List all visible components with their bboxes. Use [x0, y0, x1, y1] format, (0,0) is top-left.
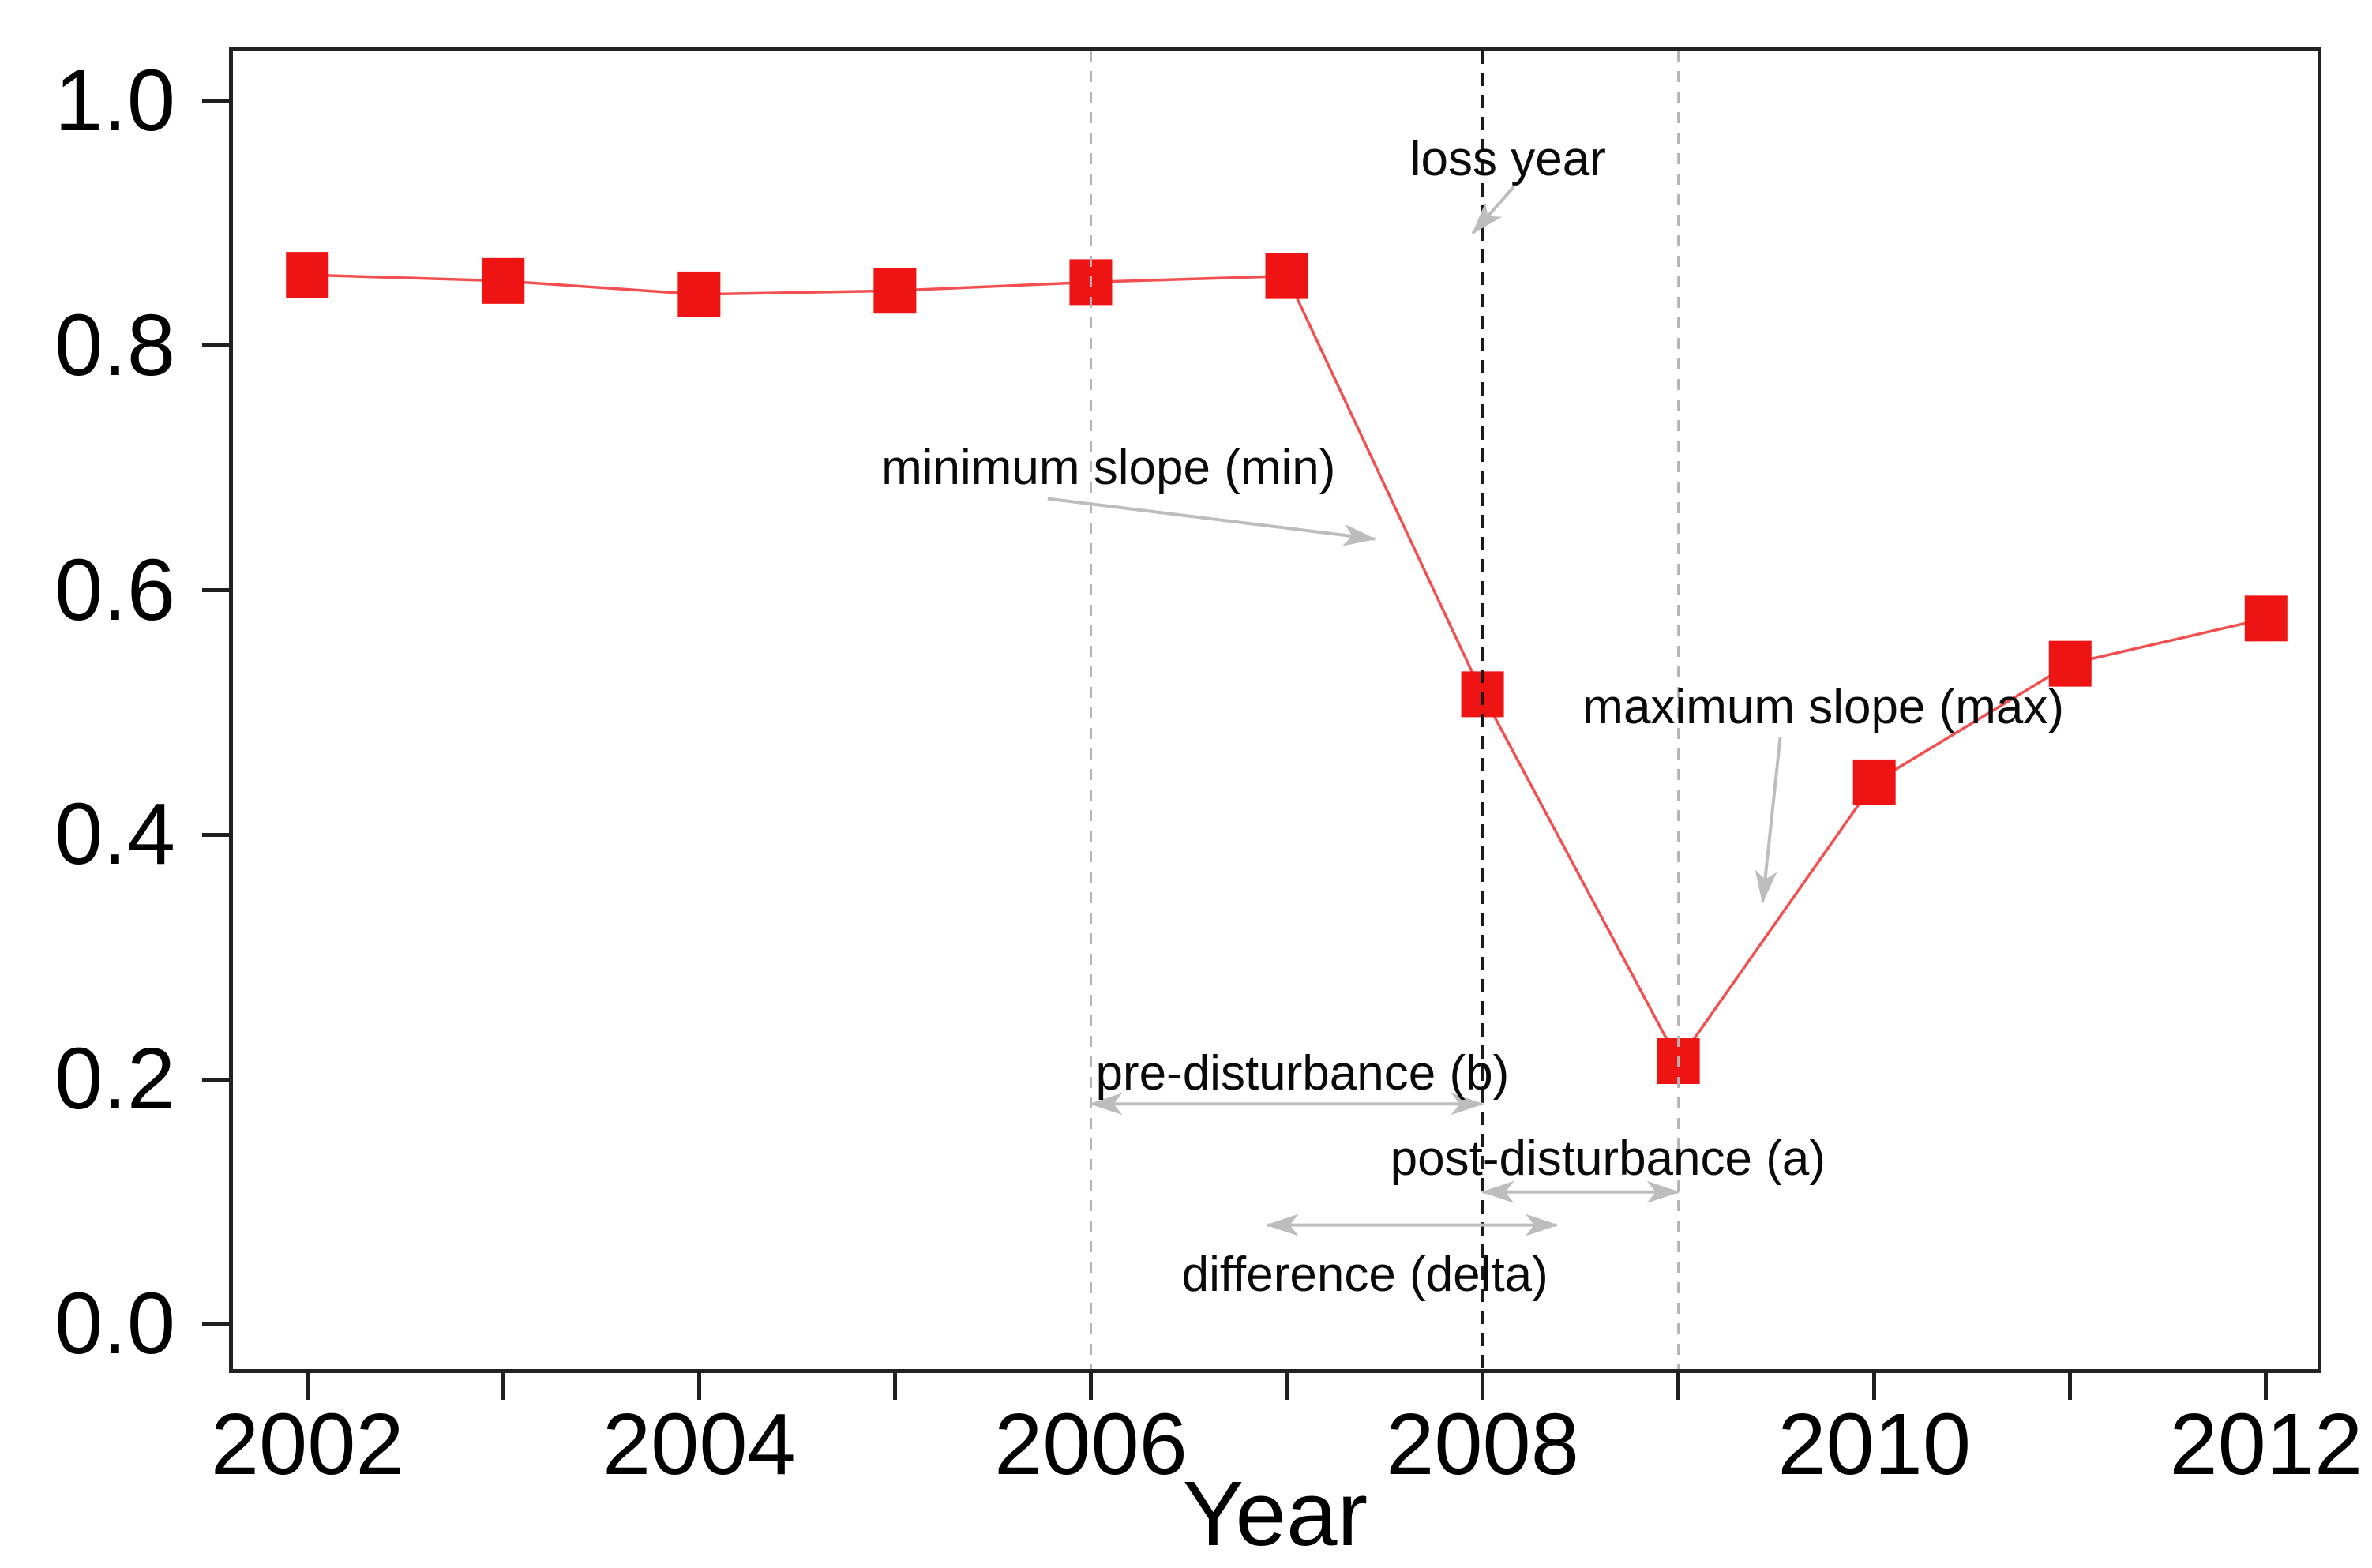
data-series-line	[307, 273, 2267, 1064]
x-tick	[305, 1373, 310, 1400]
x-tick	[1481, 1373, 1485, 1400]
plot-canvas	[229, 47, 2321, 1373]
x-tick	[501, 1373, 505, 1400]
x-tick	[892, 1373, 897, 1400]
plot-area: loss year minimum slope (min) maximum sl…	[229, 47, 2321, 1373]
annotation-loss-year: loss year	[1409, 132, 1606, 187]
x-tick-label: 2002	[210, 1396, 404, 1493]
x-tick-label: 2010	[1777, 1396, 1972, 1493]
annotation-minimum-slope: minimum slope (min)	[881, 440, 1336, 495]
y-tick	[202, 832, 229, 837]
x-tick-label: 2012	[2169, 1396, 2363, 1493]
data-point-2004	[677, 271, 721, 317]
x-tick	[1872, 1373, 1877, 1400]
y-tick-label: 0.4	[54, 786, 175, 883]
y-tick-label: 0.2	[54, 1030, 175, 1128]
data-point-2005	[873, 268, 917, 314]
y-tick-label: 0.0	[54, 1275, 175, 1373]
y-tick	[202, 343, 229, 348]
y-tick	[202, 99, 229, 103]
x-tick-label: 2006	[994, 1396, 1188, 1493]
y-tick	[202, 1322, 229, 1326]
minimum-slope-arrow	[1047, 497, 1377, 546]
annotation-pre-disturbance: pre-disturbance (b)	[1095, 1045, 1510, 1101]
annotation-post-disturbance: post-disturbance (a)	[1390, 1131, 1826, 1186]
x-tick	[2264, 1373, 2269, 1400]
y-tick-label: 0.8	[54, 296, 175, 394]
data-point-2007	[1265, 253, 1308, 299]
data-point-2002	[286, 252, 329, 298]
maximum-slope-arrow	[1755, 737, 1782, 904]
annotation-maximum-slope: maximum slope (max)	[1582, 680, 2065, 735]
x-tick	[1676, 1373, 1681, 1400]
loss-year-arrow	[1471, 186, 1515, 234]
data-point-2003	[482, 257, 525, 304]
y-tick-label: 0.6	[54, 541, 175, 639]
y-tick	[202, 588, 229, 593]
x-tick	[2068, 1373, 2073, 1400]
x-tick	[696, 1373, 701, 1400]
data-point-2012	[2244, 595, 2288, 642]
data-point-2011	[2048, 640, 2092, 687]
x-tick	[1285, 1373, 1289, 1400]
x-tick	[1088, 1373, 1093, 1400]
annotation-difference: difference (delta)	[1181, 1247, 1548, 1302]
y-tick-label: 1.0	[54, 52, 175, 150]
plot-frame	[229, 47, 2321, 1373]
x-axis-title: Year	[1182, 1462, 1368, 1565]
x-tick-label: 2004	[602, 1396, 796, 1493]
data-point-2010	[1852, 759, 1896, 805]
y-tick	[202, 1077, 229, 1082]
x-tick-label: 2008	[1386, 1396, 1579, 1493]
